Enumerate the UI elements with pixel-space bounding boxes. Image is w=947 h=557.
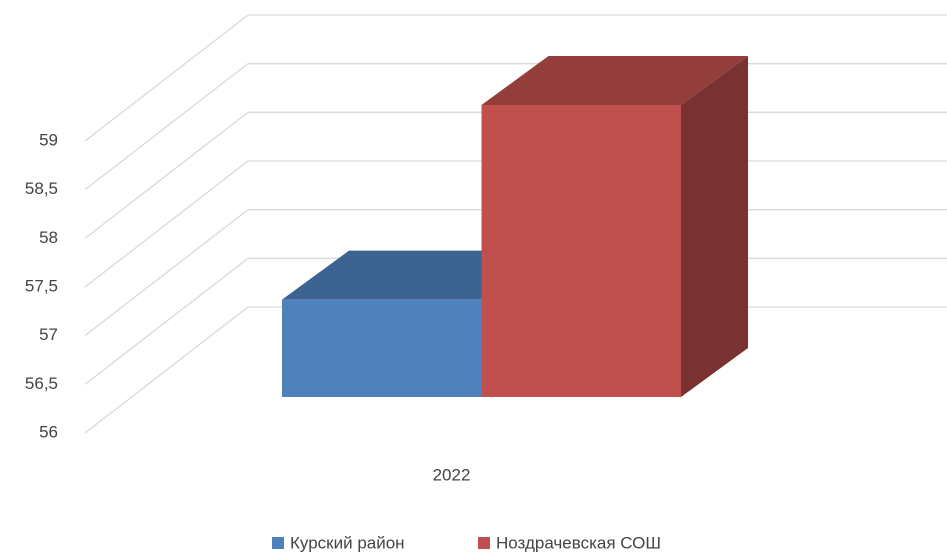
x-tick-label: 2022 [433,465,471,484]
y-tick-label: 59 [39,130,58,149]
y-tick-label: 56 [39,422,58,441]
y-tick-label: 58 [39,228,58,247]
y-tick-label: 56,5 [25,374,58,393]
y-tick-label: 58,5 [25,179,58,198]
grid-line [84,257,249,385]
bar [282,299,482,397]
bar [481,105,681,397]
grid-line [84,63,249,191]
y-tick-label: 57,5 [25,276,58,295]
grid-line [84,160,249,288]
grid-line [84,111,249,239]
y-tick-label: 57 [39,325,58,344]
grid-line [84,306,249,434]
legend-swatch [272,537,284,549]
grid-line [84,209,249,337]
grid-line [84,14,249,142]
legend-label: Курский район [290,533,405,552]
bar-top [481,56,748,105]
legend-swatch [478,537,490,549]
legend-label: Ноздрачевская СОШ [496,533,661,552]
bar-side [681,56,748,397]
